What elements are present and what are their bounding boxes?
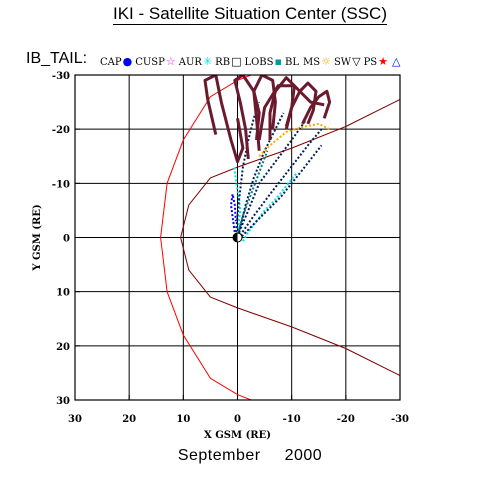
orbit-track-11	[203, 75, 245, 164]
legend-label: LOBS	[244, 57, 274, 68]
y-tick-label: 10	[56, 288, 70, 299]
open-square-icon: □	[231, 55, 242, 68]
legend-item-aur: AUR✳	[178, 55, 213, 68]
region-label: IB_TAIL:	[26, 50, 88, 67]
orbit-track-9	[241, 144, 323, 238]
triangle-down-icon: ▽	[352, 55, 361, 68]
header-title: IKI - Satellite Situation Center (SSC)	[0, 4, 500, 25]
y-axis-title: Y GSM (RE)	[32, 204, 43, 271]
legend-item-cusp: CUSP☆	[135, 55, 176, 68]
legend: CAP● CUSP☆ AUR✳ RB□ LOBS▪ BL MS☼ SW▽ PS★ △	[100, 55, 404, 68]
legend-item-lobs: LOBS▪	[244, 55, 282, 68]
header-title-text: IKI - Satellite Situation Center (SSC)	[112, 4, 387, 25]
y-tick-label: 0	[63, 234, 70, 245]
y-tick-label: 30	[56, 396, 70, 407]
x-tick-label: -20	[337, 414, 355, 425]
filled-star-icon: ★	[378, 55, 389, 68]
legend-item-cap: CAP●	[100, 55, 133, 68]
legend-item-rb: RB□	[215, 55, 242, 68]
legend-label: CAP	[100, 57, 122, 68]
orbit-track-5	[239, 128, 323, 236]
x-tick-label: -10	[283, 414, 301, 425]
orbit-track-12	[233, 75, 261, 160]
y-tick-label: -30	[52, 71, 70, 82]
orbit-track-4	[236, 150, 269, 236]
legend-label: SW	[333, 57, 352, 68]
legend-label: AUR	[178, 57, 202, 68]
small-square-icon: ▪	[274, 55, 282, 68]
legend-item-ms: MS☼	[302, 55, 331, 68]
footer-month: September	[177, 447, 261, 464]
sun-icon: ☼	[321, 55, 331, 68]
legend-label: BL	[284, 57, 299, 68]
legend-label: MS	[302, 57, 321, 68]
x-tick-label: 10	[176, 414, 190, 425]
legend-item-bl: BL	[285, 57, 300, 68]
y-tick-label: -20	[52, 125, 70, 136]
plot-frame	[74, 74, 401, 401]
earth-night-side	[233, 233, 238, 242]
y-tick-label: 20	[56, 342, 70, 353]
orbit-track-15	[284, 81, 318, 130]
orbit-track-18	[210, 70, 234, 73]
x-tick-label: -30	[391, 414, 409, 425]
legend-item-extra: △	[391, 55, 401, 68]
filled-dot-icon: ●	[122, 55, 133, 68]
asterisk-icon: ✳	[202, 55, 213, 68]
legend-label: CUSP	[135, 57, 165, 68]
orbit-track-1	[230, 193, 237, 237]
orbit-track-13	[252, 75, 277, 151]
x-tick-label: 20	[122, 414, 136, 425]
orbit-track-17	[257, 84, 325, 141]
star-icon: ☆	[165, 55, 176, 68]
orbit-track-3	[242, 171, 298, 242]
y-tick-label: -10	[52, 179, 70, 190]
x-axis-title: X GSM (RE)	[204, 430, 271, 441]
footer-date: September 2000	[0, 447, 500, 465]
x-tick-label: 0	[234, 414, 241, 425]
triangle-up-icon: △	[392, 55, 401, 68]
legend-label: PS	[363, 57, 378, 68]
legend-item-ps: PS★	[363, 55, 389, 68]
orbit-track-16	[301, 89, 332, 125]
legend-item-sw: SW▽	[333, 55, 361, 68]
orbit-track-10	[258, 122, 331, 158]
orbit-track-7	[238, 112, 285, 234]
footer-year: 2000	[284, 447, 323, 464]
legend-label: RB	[215, 57, 231, 68]
magnetopause-curve	[180, 98, 400, 377]
x-tick-label: 30	[68, 414, 82, 425]
